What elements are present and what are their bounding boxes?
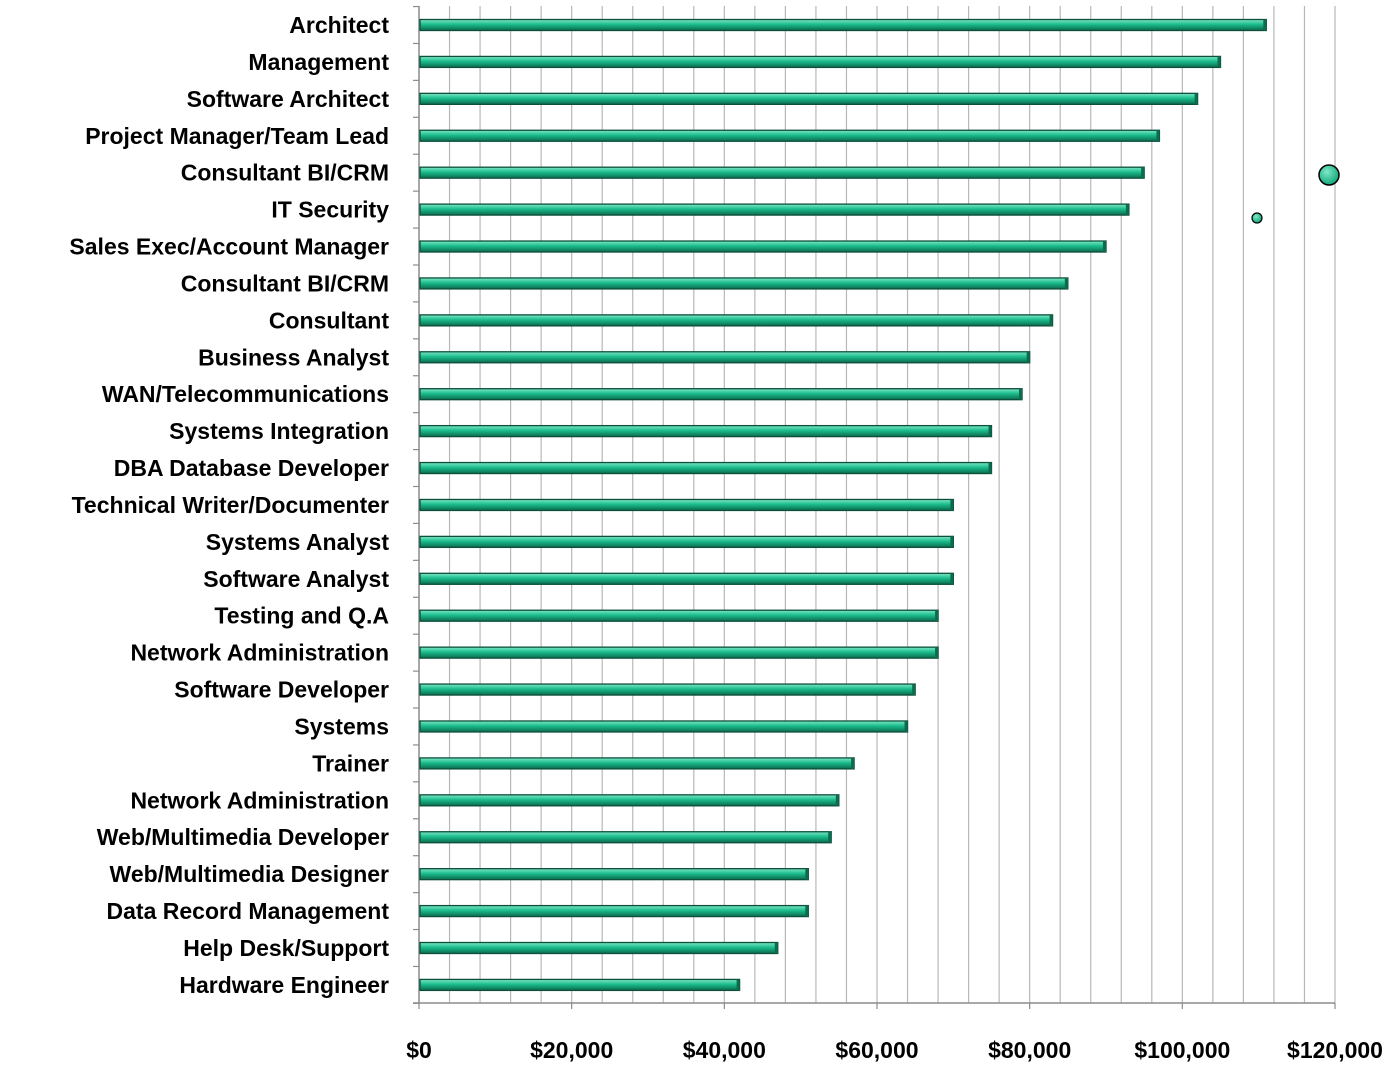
- x-tick-label: $120,000: [1287, 1037, 1383, 1063]
- bar: [419, 92, 1199, 105]
- bar: [419, 240, 1107, 253]
- category-label: Network Administration: [130, 787, 389, 813]
- category-label: Help Desk/Support: [183, 935, 389, 961]
- bar: [419, 941, 779, 955]
- bar: [419, 978, 741, 992]
- bar: [419, 18, 1267, 32]
- category-label: Software Developer: [174, 677, 389, 703]
- x-tick-label: $20,000: [530, 1037, 613, 1063]
- bar-end-cap: [1049, 314, 1053, 326]
- bar-end-cap: [805, 905, 809, 917]
- bar-end-cap: [1156, 130, 1160, 142]
- bar: [419, 424, 993, 438]
- bar-end-cap: [935, 647, 939, 659]
- bars: [419, 18, 1267, 992]
- bar-end-cap: [1263, 19, 1267, 31]
- category-label: Architect: [289, 12, 389, 38]
- category-label: Systems Analyst: [206, 529, 390, 555]
- bar: [419, 831, 832, 844]
- category-label: Web/Multimedia Developer: [97, 824, 389, 850]
- category-label: DBA Database Developer: [114, 455, 389, 481]
- bar: [419, 277, 1069, 290]
- bar: [419, 646, 939, 659]
- bar-end-cap: [950, 536, 954, 548]
- category-label: Testing and Q.A: [214, 603, 389, 629]
- category-label: Web/Multimedia Designer: [110, 861, 390, 887]
- decorations: [1251, 164, 1340, 224]
- bar-end-cap: [1064, 277, 1068, 289]
- bar-end-cap: [851, 757, 855, 769]
- bar: [419, 683, 916, 696]
- bar: [419, 166, 1145, 179]
- category-label: Systems: [294, 713, 389, 739]
- x-tick-label: $40,000: [683, 1037, 766, 1063]
- category-label: Technical Writer/Documenter: [72, 492, 389, 518]
- bar-end-cap: [1141, 167, 1145, 179]
- x-tick-labels: $0 $20,000 $40,000 $60,000 $80,000 $100,000 $1…: [406, 1037, 1383, 1063]
- decorative-dot-small: [1251, 212, 1263, 224]
- bar-end-cap: [904, 720, 908, 732]
- category-label: IT Security: [271, 197, 389, 223]
- bar: [419, 609, 939, 622]
- category-label: Trainer: [312, 750, 389, 776]
- bar: [419, 203, 1130, 216]
- bar-end-cap: [1019, 388, 1023, 400]
- bar-end-cap: [835, 794, 839, 806]
- bar: [419, 314, 1054, 327]
- category-label: Sales Exec/Account Manager: [69, 234, 389, 260]
- bar: [419, 572, 954, 585]
- bar: [419, 461, 993, 475]
- bar: [419, 351, 1031, 364]
- x-tick-label: $80,000: [988, 1037, 1071, 1063]
- decorative-dot-large: [1318, 164, 1340, 186]
- bar-end-cap: [1194, 93, 1198, 105]
- bar-end-cap: [988, 462, 992, 474]
- bar: [419, 388, 1023, 401]
- category-label: Network Administration: [130, 640, 389, 666]
- bar-end-cap: [988, 425, 992, 437]
- bar: [419, 535, 954, 549]
- bar-end-cap: [1026, 351, 1030, 363]
- category-label: WAN/Telecommunications: [102, 381, 389, 407]
- bar: [419, 55, 1222, 69]
- category-label: Consultant BI/CRM: [181, 160, 389, 186]
- bar: [419, 129, 1161, 142]
- x-tick-label: $60,000: [835, 1037, 918, 1063]
- bar: [419, 904, 809, 918]
- bar: [419, 498, 954, 512]
- bar: [419, 794, 840, 807]
- category-label: Systems Integration: [169, 418, 389, 444]
- category-label: Data Record Management: [107, 898, 390, 924]
- category-label: Business Analyst: [198, 344, 389, 370]
- bar: [419, 757, 855, 770]
- category-label: Software Analyst: [203, 566, 389, 592]
- category-label: Consultant: [269, 307, 389, 333]
- bar-end-cap: [935, 610, 939, 622]
- category-label: Management: [248, 49, 389, 75]
- bar-end-cap: [912, 684, 916, 696]
- category-label: Project Manager/Team Lead: [85, 123, 389, 149]
- bar-end-cap: [736, 979, 740, 991]
- x-tick-label: $0: [406, 1037, 432, 1063]
- category-labels: Architect Management Software Architect Pro…: [69, 12, 389, 998]
- bar-end-cap: [828, 831, 832, 843]
- category-label: Consultant BI/CRM: [181, 270, 389, 296]
- x-tick-label: $100,000: [1134, 1037, 1230, 1063]
- bar-end-cap: [950, 499, 954, 511]
- bar-end-cap: [1125, 204, 1129, 216]
- bar-end-cap: [1217, 56, 1221, 68]
- bar-end-cap: [805, 868, 809, 880]
- category-label: Software Architect: [187, 86, 390, 112]
- bar: [419, 720, 909, 733]
- axes: [413, 5, 1336, 1009]
- bar-end-cap: [1103, 241, 1106, 253]
- category-label: Hardware Engineer: [179, 972, 389, 998]
- bar: [419, 868, 809, 881]
- bar-end-cap: [950, 573, 954, 585]
- bar-end-cap: [774, 942, 778, 954]
